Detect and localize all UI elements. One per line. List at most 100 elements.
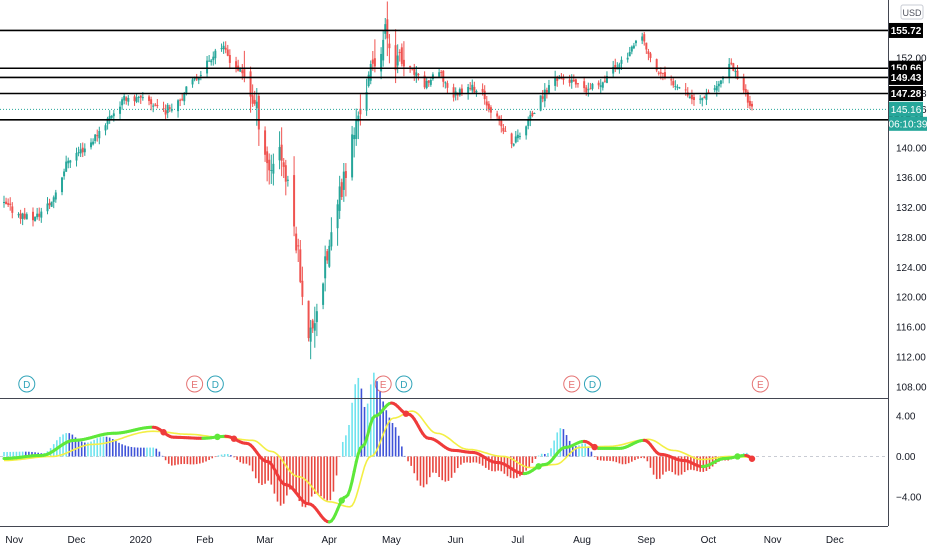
candle-body <box>343 172 345 190</box>
candle-body <box>134 96 136 101</box>
candle-body <box>745 89 747 92</box>
candle-body <box>544 90 546 102</box>
candle-body <box>562 78 564 80</box>
osc-histogram-bar <box>460 456 462 464</box>
osc-histogram-bar <box>246 456 248 463</box>
candle-body <box>591 84 593 89</box>
osc-histogram-bar <box>541 454 543 457</box>
osc-histogram-bar <box>68 433 70 456</box>
osc-histogram-bar <box>659 456 661 478</box>
x-tick-label: Nov <box>5 535 23 546</box>
candle-body <box>540 95 542 110</box>
osc-histogram-bar <box>165 456 167 460</box>
osc-histogram-bar <box>270 456 272 484</box>
candle-body <box>585 87 587 92</box>
x-tick-label: 2020 <box>130 535 153 546</box>
candle-body <box>641 36 643 40</box>
osc-histogram-bar <box>218 455 220 456</box>
osc-histogram-bar <box>547 453 549 456</box>
osc-histogram-bar <box>612 456 614 461</box>
currency-label: USD <box>902 8 922 18</box>
candle-body <box>372 60 374 64</box>
y-tick-label: 124.00 <box>896 263 927 274</box>
osc-histogram-bar <box>494 456 496 471</box>
osc-histogram-bar <box>118 443 120 457</box>
candle-body <box>268 160 270 171</box>
candle-body <box>92 142 94 145</box>
osc-histogram-bar <box>221 455 223 457</box>
osc-histogram-bar <box>227 454 229 456</box>
osc-histogram-bar <box>333 456 335 491</box>
osc-histogram-bar <box>398 436 400 457</box>
candle-body <box>7 203 9 205</box>
osc-histogram-bar <box>581 444 583 457</box>
x-tick-label: May <box>382 535 401 546</box>
candle-body <box>676 87 678 88</box>
osc-histogram-bar <box>202 456 204 462</box>
candle-body <box>647 51 649 54</box>
candle-body <box>728 64 730 77</box>
candle-body <box>287 180 289 181</box>
osc-histogram-bar <box>134 447 136 456</box>
osc-histogram-bar <box>106 437 108 457</box>
osc-histogram-bar <box>124 445 126 456</box>
candle-body <box>322 284 324 305</box>
osc-histogram-bar <box>423 456 425 487</box>
candle-body <box>751 104 753 107</box>
candle-body <box>200 75 202 76</box>
candle-body <box>442 71 444 82</box>
osc-histogram-bar <box>177 456 179 464</box>
osc-histogram-bar <box>451 456 453 477</box>
candle-body <box>98 131 100 138</box>
candle-body <box>459 89 461 95</box>
candle-body <box>264 130 266 154</box>
candle-body <box>11 206 13 212</box>
osc-histogram-bar <box>435 456 437 473</box>
osc-histogram-bar <box>622 456 624 464</box>
candle-body <box>714 88 716 90</box>
candle-body <box>438 72 440 76</box>
candle-body <box>645 43 647 50</box>
candle-body <box>542 96 544 99</box>
candle-body <box>689 97 691 98</box>
candle-body <box>517 135 519 138</box>
candle-body <box>312 320 314 328</box>
candle-body <box>370 64 372 81</box>
candle-body <box>488 104 490 110</box>
candle-body <box>283 162 285 167</box>
candle-body <box>61 178 63 193</box>
candle-body <box>569 80 571 83</box>
osc-histogram-bar <box>171 456 173 465</box>
candle-body <box>55 192 57 199</box>
osc-histogram-bar <box>476 456 478 462</box>
osc-crossover-dot <box>749 456 755 462</box>
osc-histogram-bar <box>314 456 316 493</box>
candle-body <box>82 148 84 153</box>
candle-body <box>272 164 274 174</box>
candle-body <box>631 47 633 52</box>
osc-histogram-bar <box>600 456 602 460</box>
candle-body <box>660 72 662 73</box>
osc-histogram-bar <box>454 456 456 472</box>
candle-body <box>326 251 328 260</box>
candle-body <box>604 81 606 82</box>
osc-histogram-bar <box>594 456 596 457</box>
candle-body <box>368 75 370 86</box>
osc-histogram-bar <box>466 456 468 462</box>
osc-histogram-bar <box>330 456 332 500</box>
candle-body <box>409 66 411 67</box>
x-tick-label: Nov <box>764 535 782 546</box>
candle-body <box>22 214 24 220</box>
candle-body <box>76 153 78 161</box>
candle-body <box>152 106 154 107</box>
candle-body <box>96 135 98 136</box>
candle-body <box>24 214 26 219</box>
candle-body <box>386 19 388 38</box>
candle-body <box>252 95 254 103</box>
candle-body <box>223 46 225 49</box>
osc-histogram-bar <box>351 403 353 457</box>
osc-histogram-bar <box>146 448 148 457</box>
osc-histogram-bar <box>3 452 5 456</box>
